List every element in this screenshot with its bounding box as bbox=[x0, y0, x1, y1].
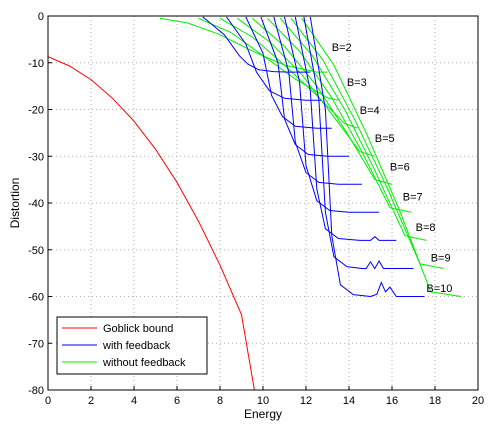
legend-label-goblick: Goblick bound bbox=[103, 323, 173, 335]
with-feedback-line-b4 bbox=[245, 16, 332, 129]
goblick-bound-line bbox=[48, 56, 255, 390]
x-tick-label: 6 bbox=[174, 395, 180, 407]
x-tick-label: 16 bbox=[386, 395, 398, 407]
series-label-b5: B=5 bbox=[375, 133, 395, 145]
x-axis-ticks: 0 2 4 6 8 10 12 14 16 18 20 bbox=[45, 386, 484, 407]
x-tick-label: 14 bbox=[343, 395, 355, 407]
x-tick-label: 2 bbox=[88, 395, 94, 407]
with-feedback-line-b6 bbox=[273, 16, 362, 185]
y-tick-label: -20 bbox=[28, 105, 44, 117]
without-feedback-line-b2 bbox=[159, 17, 328, 73]
without-feedback-line-b3 bbox=[198, 17, 339, 101]
series-label-b4: B=4 bbox=[360, 105, 380, 117]
y-tick-label: -40 bbox=[28, 198, 44, 210]
series-label-b2: B=2 bbox=[332, 42, 352, 54]
series-label-b6: B=6 bbox=[390, 161, 410, 173]
y-tick-label: -10 bbox=[28, 58, 44, 70]
with-feedback-line-b3 bbox=[226, 16, 322, 101]
y-tick-label: -60 bbox=[28, 292, 44, 304]
x-axis-label: Energy bbox=[244, 407, 282, 421]
series-label-b10: B=10 bbox=[426, 283, 452, 295]
with-feedback-line-b8 bbox=[294, 16, 397, 241]
legend: Goblick bound with feedback without feed… bbox=[56, 316, 208, 375]
y-axis-label: Distortion bbox=[8, 178, 22, 229]
with-feedback-line-b7 bbox=[284, 16, 380, 213]
x-tick-label: 10 bbox=[257, 395, 269, 407]
y-tick-label: -30 bbox=[28, 151, 44, 163]
series-labels: B=2 B=3 B=4 B=5 B=6 B=7 B=8 B=9 B=10 bbox=[332, 42, 453, 295]
y-tick-label: -80 bbox=[28, 385, 44, 397]
without-feedback-line-b10 bbox=[301, 18, 461, 297]
x-tick-label: 4 bbox=[131, 395, 137, 407]
without-feedback-line-b7 bbox=[266, 17, 412, 213]
legend-label-no-feedback: without feedback bbox=[102, 357, 186, 369]
legend-label-feedback: with feedback bbox=[102, 340, 171, 352]
y-tick-label: -70 bbox=[28, 338, 44, 350]
x-tick-label: 12 bbox=[300, 395, 312, 407]
without-feedback-line-b6 bbox=[251, 17, 393, 185]
y-axis-ticks: 0 -10 -20 -30 -40 -50 -60 -70 -80 bbox=[28, 11, 52, 397]
plot-lines bbox=[48, 16, 461, 390]
series-label-b3: B=3 bbox=[347, 77, 367, 89]
y-tick-label: -50 bbox=[28, 245, 44, 257]
without-feedback-line-b9 bbox=[290, 17, 444, 269]
x-tick-label: 0 bbox=[45, 395, 51, 407]
x-tick-label: 18 bbox=[429, 395, 441, 407]
series-label-b7: B=7 bbox=[403, 192, 423, 204]
series-label-b9: B=9 bbox=[431, 252, 451, 264]
x-tick-label: 8 bbox=[217, 395, 223, 407]
x-tick-label: 20 bbox=[472, 395, 484, 407]
series-label-b8: B=8 bbox=[416, 222, 436, 234]
y-tick-label: 0 bbox=[38, 11, 44, 23]
with-feedback-line-b10 bbox=[309, 16, 425, 298]
with-feedback-line-b9 bbox=[303, 16, 414, 270]
